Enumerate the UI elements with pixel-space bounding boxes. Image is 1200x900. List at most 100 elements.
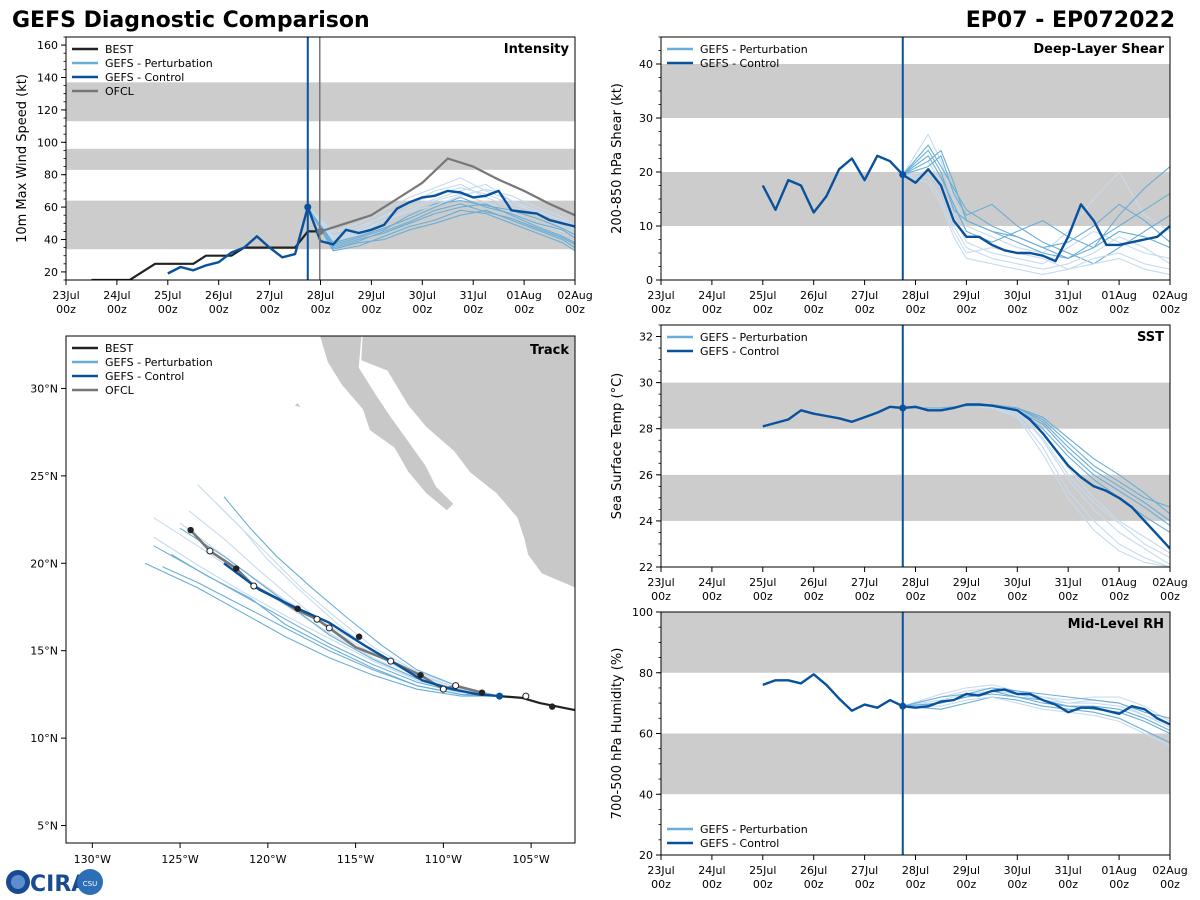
shear-xtick-hour: 00z — [957, 303, 977, 316]
intensity-perturbation-line — [307, 203, 575, 249]
intensity-init-marker — [304, 203, 312, 211]
rh-xtick-hour: 00z — [855, 878, 875, 891]
intensity-xtick-hour: 00z — [463, 303, 483, 316]
shear-xtick-hour: 00z — [1109, 303, 1129, 316]
sst-xtick-hour: 00z — [651, 590, 671, 603]
intensity-ytick-label: 20 — [44, 266, 58, 279]
shear-xtick-date: 23Jul — [647, 289, 674, 302]
intensity-title: Intensity — [504, 42, 570, 57]
shear-xtick-hour: 00z — [1160, 303, 1180, 316]
track-panel: 5°N 10°N 15°N 20°N 25°N 30°N 130°W 125°W 120°W 11… — [30, 335, 576, 866]
rh-xtick-hour: 00z — [1058, 878, 1078, 891]
ofcl-track-point-hollow — [452, 682, 460, 690]
rh-xtick-date: 29Jul — [953, 864, 980, 877]
shear-ytick-label: 40 — [639, 58, 653, 71]
sst-xtick-hour: 00z — [1058, 590, 1078, 603]
shear-perturbation-line — [902, 155, 1170, 265]
sst-xtick-hour: 00z — [1007, 590, 1027, 603]
perturbation-track-line — [214, 501, 500, 697]
rh-ytick-label: 20 — [639, 849, 653, 862]
intensity-xtick-hour: 00z — [565, 303, 585, 316]
intensity-xtick-hour: 00z — [412, 303, 432, 316]
shear-plot-area — [661, 64, 1170, 276]
rh-xtick-date: 24Jul — [698, 864, 725, 877]
track-xtick-label: 125°W — [161, 853, 198, 866]
intensity-legend-label: GEFS - Perturbation — [105, 57, 213, 70]
rh-ylabel: 700-500 hPa Humidity (%) — [610, 648, 625, 820]
ofcl-track-point-hollow — [250, 582, 258, 590]
shear-threshold-band — [661, 64, 1170, 118]
shear-xtick-hour: 00z — [855, 303, 875, 316]
intensity-ytick-label: 80 — [44, 169, 58, 182]
sst-title: SST — [1137, 330, 1164, 345]
rh-xtick-hour: 00z — [1007, 878, 1027, 891]
intensity-ofcl-line — [320, 157, 575, 233]
track-title: Track — [530, 343, 569, 358]
intensity-xtick-hour: 00z — [56, 303, 76, 316]
track-ytick-label: 10°N — [30, 732, 58, 745]
rh-plot-area — [661, 612, 1170, 795]
rh-perturbation-line — [902, 696, 1170, 747]
track-ytick-label: 30°N — [30, 382, 58, 395]
shear-threshold-band — [661, 172, 1170, 226]
rh-perturbation-line — [902, 687, 1170, 719]
perturbation-track-line — [223, 496, 500, 697]
rh-threshold-band — [661, 612, 1170, 673]
rh-xtick-hour: 00z — [651, 878, 671, 891]
rh-title: Mid-Level RH — [1068, 617, 1164, 632]
sst-xtick-hour: 00z — [753, 590, 773, 603]
intensity-perturbation-line — [307, 200, 575, 245]
sst-plot-area — [661, 382, 1170, 567]
shear-legend-label: GEFS - Control — [700, 57, 779, 70]
shear-xtick-date: 26Jul — [800, 289, 827, 302]
best-track-line — [499, 695, 575, 712]
cira-logo: CIRA CSU — [6, 869, 103, 897]
track-legend-label: BEST — [105, 342, 133, 355]
intensity-perturbation-line — [307, 206, 575, 252]
track-xtick-label: 105°W — [512, 853, 549, 866]
shear-panel: 01020304023Jul00z24Jul00z25Jul00z26Jul00… — [610, 36, 1188, 316]
rh-legend-label: GEFS - Perturbation — [700, 823, 808, 836]
rh-xtick-hour: 00z — [753, 878, 773, 891]
ofcl-track-point — [417, 671, 424, 679]
ofcl-track-point-hollow — [439, 685, 447, 693]
sst-xtick-hour: 00z — [702, 590, 722, 603]
shear-xtick-date: 28Jul — [902, 289, 929, 302]
sst-legend-label: GEFS - Control — [700, 345, 779, 358]
rh-xtick-hour: 00z — [702, 878, 722, 891]
sst-xtick-hour: 00z — [906, 590, 926, 603]
track-legend-label: OFCL — [105, 384, 135, 397]
sst-xtick-date: 26Jul — [800, 576, 827, 589]
shear-control-line — [761, 154, 1170, 263]
ofcl-track-point — [294, 605, 301, 612]
rh-control-line — [762, 673, 1170, 726]
track-plot-area — [144, 336, 575, 712]
rh-ytick-label: 40 — [639, 788, 653, 801]
rh-panel: 2040608010023Jul00z24Jul00z25Jul00z26Jul… — [610, 606, 1188, 891]
sst-init-marker — [899, 404, 907, 412]
shear-xtick-date: 31Jul — [1055, 289, 1082, 302]
sst-xtick-date: 01Aug — [1101, 576, 1136, 589]
shear-xtick-date: 25Jul — [749, 289, 776, 302]
rh-ytick-label: 60 — [639, 728, 653, 741]
track-xtick-label: 120°W — [249, 853, 286, 866]
perturbation-track-line — [144, 562, 500, 697]
rh-ytick-label: 80 — [639, 667, 653, 680]
shear-perturbation-line — [902, 133, 1170, 254]
rh-xtick-date: 31Jul — [1055, 864, 1082, 877]
intensity-xtick-date: 02Aug — [557, 289, 592, 302]
intensity-ylabel: 10m Max Wind Speed (kt) — [15, 74, 30, 243]
intensity-ytick-label: 140 — [37, 72, 58, 85]
rh-xtick-date: 30Jul — [1004, 864, 1031, 877]
sst-ytick-label: 22 — [639, 561, 653, 574]
rh-init-marker — [899, 702, 907, 710]
ofcl-track-point — [187, 526, 194, 534]
track-xtick-label: 110°W — [425, 853, 462, 866]
intensity-xtick-date: 28Jul — [307, 289, 334, 302]
ofcl-track-point — [233, 565, 240, 572]
rh-xtick-date: 02Aug — [1152, 864, 1187, 877]
intensity-xtick-date: 23Jul — [52, 289, 79, 302]
rh-xtick-date: 01Aug — [1101, 864, 1136, 877]
shear-xtick-hour: 00z — [753, 303, 773, 316]
rh-xtick-date: 28Jul — [902, 864, 929, 877]
